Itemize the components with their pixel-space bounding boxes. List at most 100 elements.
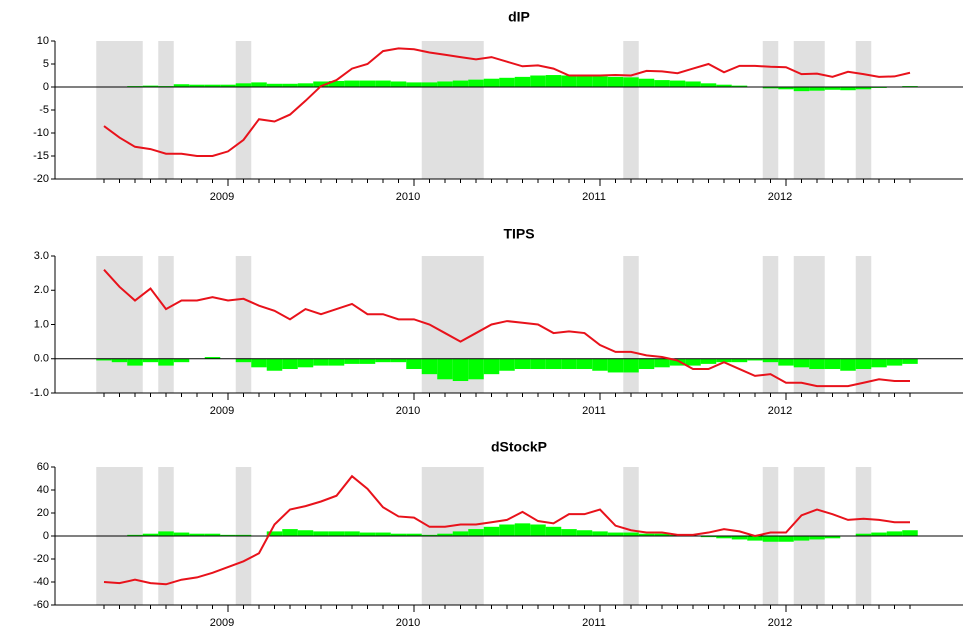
bar	[266, 531, 283, 536]
bar	[809, 536, 825, 540]
bar	[375, 80, 391, 87]
shaded-period	[762, 256, 779, 393]
bar	[762, 536, 779, 542]
bar	[468, 79, 484, 87]
bar	[607, 76, 624, 87]
bar	[266, 358, 283, 371]
bar	[762, 358, 779, 363]
shaded-period	[623, 41, 639, 179]
bar	[731, 85, 748, 87]
bar	[809, 87, 825, 91]
bar	[266, 83, 283, 87]
x-tick-label: 2012	[768, 405, 792, 417]
bar	[328, 531, 345, 536]
bar	[344, 531, 360, 536]
bar	[111, 358, 128, 363]
bar	[189, 533, 205, 536]
bar	[731, 536, 748, 540]
bar	[824, 358, 841, 370]
bar	[886, 531, 903, 536]
bar	[747, 536, 763, 541]
bar	[700, 536, 717, 538]
bar	[359, 80, 376, 87]
bar	[344, 80, 360, 87]
shaded-period	[793, 41, 825, 179]
bar	[220, 84, 236, 87]
y-tick-label: 20	[37, 507, 49, 519]
bar	[96, 358, 112, 361]
bar	[235, 83, 252, 87]
x-tick-label: 2011	[582, 405, 606, 417]
bar	[545, 526, 562, 536]
bar	[142, 85, 159, 87]
bar	[747, 358, 763, 361]
bar	[638, 358, 655, 370]
bar	[437, 533, 453, 536]
bar	[297, 83, 314, 87]
shaded-period	[762, 41, 779, 179]
bar	[390, 533, 407, 536]
bar	[127, 534, 143, 536]
y-tick-label: 0	[43, 81, 49, 93]
bar	[282, 529, 298, 536]
bar	[204, 533, 221, 536]
bar	[297, 530, 314, 536]
bar	[483, 358, 500, 375]
bar	[313, 358, 329, 366]
bar	[840, 87, 856, 91]
bar	[561, 75, 577, 87]
bar	[204, 84, 221, 87]
bar	[669, 358, 686, 366]
shaded-period	[158, 41, 174, 179]
bar	[700, 83, 717, 87]
bar	[855, 533, 872, 536]
bar	[592, 531, 608, 536]
bar	[886, 358, 903, 366]
shaded-period	[421, 41, 484, 179]
y-tick-label: -1.0	[30, 387, 49, 399]
bar	[623, 358, 639, 373]
bar	[793, 536, 810, 541]
y-tick-label: -40	[33, 576, 49, 588]
bar	[530, 75, 546, 87]
x-tick-label: 2012	[768, 191, 792, 203]
bar	[437, 358, 453, 380]
bar	[142, 533, 159, 536]
shaded-period	[235, 41, 252, 179]
y-tick-label: 5	[43, 58, 49, 70]
bar	[576, 75, 593, 87]
y-tick-label: 3.0	[34, 250, 49, 262]
y-tick-label: -20	[33, 173, 49, 185]
bar	[499, 77, 515, 87]
bar	[871, 358, 887, 368]
bar	[452, 358, 469, 382]
bar	[638, 533, 655, 536]
bar	[716, 536, 732, 539]
bar	[545, 358, 562, 370]
line	[103, 269, 910, 388]
bar	[809, 358, 825, 370]
bar	[514, 523, 531, 536]
bar	[824, 536, 841, 539]
bar	[483, 526, 500, 536]
bar	[654, 533, 670, 536]
x-tick-label: 2011	[582, 191, 606, 203]
bar	[328, 81, 345, 87]
shaded-period	[855, 256, 872, 393]
y-tick-label: 2.0	[34, 284, 49, 296]
bar	[390, 81, 407, 87]
bar	[824, 87, 841, 90]
bar	[669, 80, 686, 87]
shaded-period	[96, 41, 143, 179]
y-tick-label: 10	[37, 35, 49, 47]
x-tick-label: 2011	[582, 617, 606, 629]
bar	[251, 82, 267, 87]
bar	[855, 87, 872, 90]
bar	[421, 534, 438, 536]
bar	[778, 358, 794, 366]
bar	[638, 78, 655, 87]
shaded-period	[235, 256, 252, 393]
x-tick-label: 2010	[396, 191, 420, 203]
bar	[778, 536, 794, 542]
